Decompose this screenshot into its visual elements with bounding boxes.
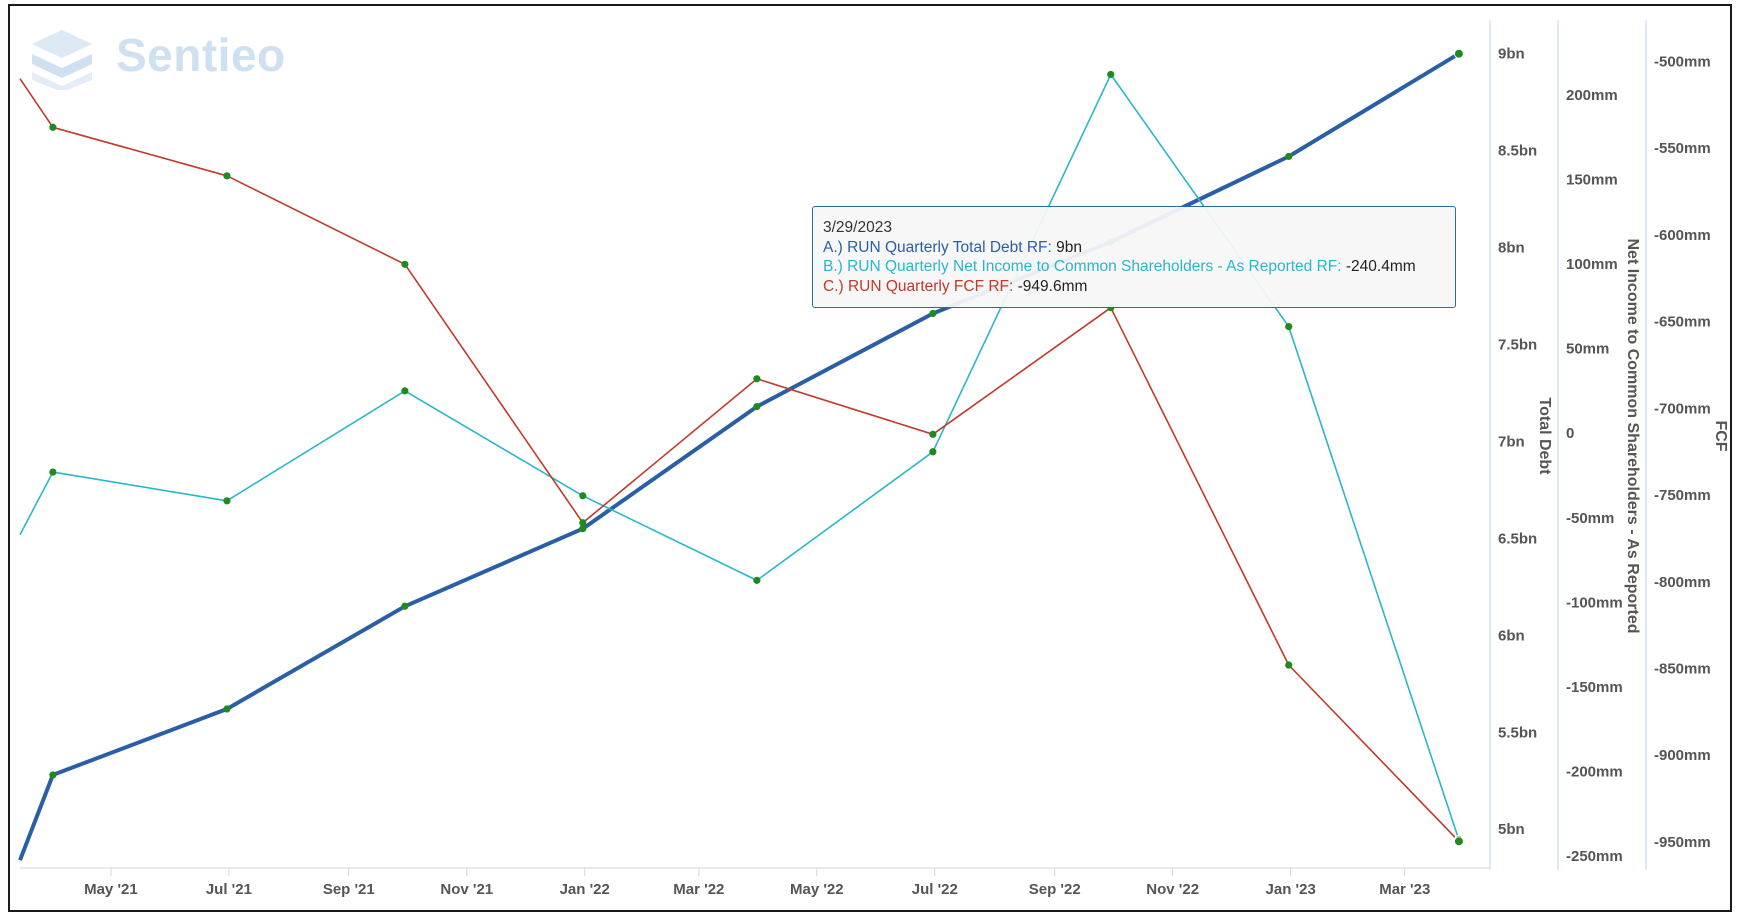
y-tick-label-ni: 150mm bbox=[1566, 171, 1618, 188]
tooltip-value-net-income: -240.4mm bbox=[1345, 258, 1416, 275]
axes-layer: May '21 Jul '21 Sep '21 Nov '21 Jan '22 Mar '… bbox=[20, 20, 1729, 898]
data-point-debt bbox=[929, 309, 937, 318]
x-tick-label: Sep '21 bbox=[323, 881, 375, 898]
y-tick-label-fcf: -750mm bbox=[1654, 487, 1711, 504]
data-point-fcf bbox=[929, 430, 937, 438]
series-line-fcf bbox=[19, 78, 1460, 842]
x-tick-label: Jul '21 bbox=[206, 881, 252, 898]
data-point-fcf bbox=[401, 260, 409, 268]
y-tick-label-fcf: -550mm bbox=[1654, 140, 1711, 157]
data-point-debt bbox=[579, 525, 587, 533]
sentieo-logo-icon bbox=[32, 30, 92, 90]
tooltip-label-net-income: B.) RUN Quarterly Net Income to Common S… bbox=[823, 258, 1342, 275]
data-point-ni bbox=[49, 468, 57, 476]
y-tick-label-ni: -150mm bbox=[1566, 679, 1623, 696]
y-tick-label-ni: 200mm bbox=[1566, 87, 1618, 104]
x-tick-label: Jul '22 bbox=[912, 881, 958, 898]
series-line-ni bbox=[19, 73, 1460, 841]
y-tick-label-debt: 7bn bbox=[1498, 433, 1525, 450]
chart-tooltip: 3/29/2023 A.) RUN Quarterly Total Debt R… bbox=[812, 206, 1456, 308]
y-tick-label-fcf: -700mm bbox=[1654, 400, 1711, 417]
data-point-ni bbox=[579, 492, 587, 500]
data-point-fcf bbox=[1453, 836, 1464, 847]
tooltip-row-net-income: B.) RUN Quarterly Net Income to Common S… bbox=[823, 257, 1445, 277]
data-point-fcf bbox=[49, 123, 57, 131]
y-tick-label-ni: -100mm bbox=[1566, 594, 1623, 611]
y-tick-label-ni: 50mm bbox=[1566, 341, 1609, 358]
data-point-debt bbox=[49, 771, 57, 779]
x-tick-label: Nov '21 bbox=[440, 881, 493, 898]
data-point-fcf bbox=[753, 375, 761, 383]
sentieo-logo: Sentieo bbox=[22, 20, 312, 90]
x-tick-label: Nov '22 bbox=[1146, 881, 1199, 898]
y-tick-label-ni: -50mm bbox=[1566, 510, 1614, 527]
data-point-ni bbox=[1107, 70, 1115, 79]
tooltip-value-fcf: -949.6mm bbox=[1017, 277, 1088, 295]
x-tick-label: May '21 bbox=[84, 881, 138, 898]
y-tick-label-ni: 100mm bbox=[1566, 256, 1618, 273]
x-tick-label: Mar '22 bbox=[673, 881, 724, 898]
data-point-fcf bbox=[223, 172, 231, 180]
tooltip-value-total-debt: 9bn bbox=[1056, 238, 1083, 256]
data-point-fcf bbox=[579, 519, 587, 527]
tooltip-label-fcf: C.) RUN Quarterly FCF RF: bbox=[823, 277, 1014, 295]
y-axis-title-fcf: FCF bbox=[1712, 420, 1729, 451]
data-point-debt bbox=[1453, 48, 1464, 59]
y-tick-label-debt: 7.5bn bbox=[1498, 337, 1537, 354]
data-point-debt bbox=[753, 402, 761, 411]
y-tick-label-debt: 6bn bbox=[1498, 627, 1525, 644]
x-tick-label: May '22 bbox=[790, 881, 844, 898]
data-point-ni bbox=[929, 448, 937, 456]
tooltip-label-total-debt: A.) RUN Quarterly Total Debt RF: bbox=[823, 238, 1052, 256]
y-tick-label-ni: 0 bbox=[1566, 425, 1574, 442]
y-tick-label-debt: 6.5bn bbox=[1498, 530, 1537, 547]
y-tick-label-fcf: -600mm bbox=[1654, 227, 1711, 244]
x-tick-label: Jan '22 bbox=[560, 881, 610, 898]
x-tick-label: Jan '23 bbox=[1266, 881, 1316, 898]
data-point-debt bbox=[401, 602, 409, 610]
sentieo-logo-text: Sentieo bbox=[116, 29, 286, 81]
tooltip-date: 3/29/2023 bbox=[823, 219, 892, 236]
data-point-ni bbox=[223, 497, 231, 505]
y-tick-label-fcf: -850mm bbox=[1654, 661, 1711, 678]
y-tick-label-fcf: -650mm bbox=[1654, 314, 1711, 331]
y-tick-label-fcf: -950mm bbox=[1654, 834, 1711, 851]
y-tick-label-debt: 5.5bn bbox=[1498, 724, 1537, 741]
tooltip-row-fcf: C.) RUN Quarterly FCF RF: -949.6mm bbox=[823, 277, 1445, 297]
y-tick-label-debt: 5bn bbox=[1498, 821, 1525, 838]
data-point-debt bbox=[223, 705, 231, 713]
tooltip-row-total-debt: A.) RUN Quarterly Total Debt RF: 9bn bbox=[823, 238, 1445, 258]
series-layer bbox=[18, 51, 1460, 861]
x-tick-label: Mar '23 bbox=[1379, 881, 1430, 898]
y-tick-label-fcf: -800mm bbox=[1654, 574, 1711, 591]
data-point-ni bbox=[1285, 322, 1293, 331]
x-tick-label: Sep '22 bbox=[1029, 881, 1081, 898]
data-point-debt bbox=[1285, 152, 1293, 161]
y-tick-label-fcf: -900mm bbox=[1654, 747, 1711, 764]
y-tick-label-ni: -250mm bbox=[1566, 848, 1623, 865]
y-tick-label-fcf: -500mm bbox=[1654, 53, 1711, 70]
y-tick-label-ni: -200mm bbox=[1566, 764, 1623, 781]
y-tick-label-debt: 9bn bbox=[1498, 46, 1525, 63]
y-axis-title-debt: Total Debt bbox=[1536, 397, 1553, 475]
data-point-ni bbox=[401, 387, 409, 395]
data-point-ni bbox=[753, 576, 761, 584]
y-tick-label-debt: 8.5bn bbox=[1498, 143, 1537, 160]
y-tick-label-debt: 8bn bbox=[1498, 240, 1525, 257]
y-axis-title-ni: Net Income to Common Shareholders - As R… bbox=[1624, 238, 1641, 633]
series-line-debt bbox=[18, 51, 1460, 861]
markers-layer bbox=[49, 48, 1464, 847]
data-point-fcf bbox=[1285, 661, 1293, 669]
